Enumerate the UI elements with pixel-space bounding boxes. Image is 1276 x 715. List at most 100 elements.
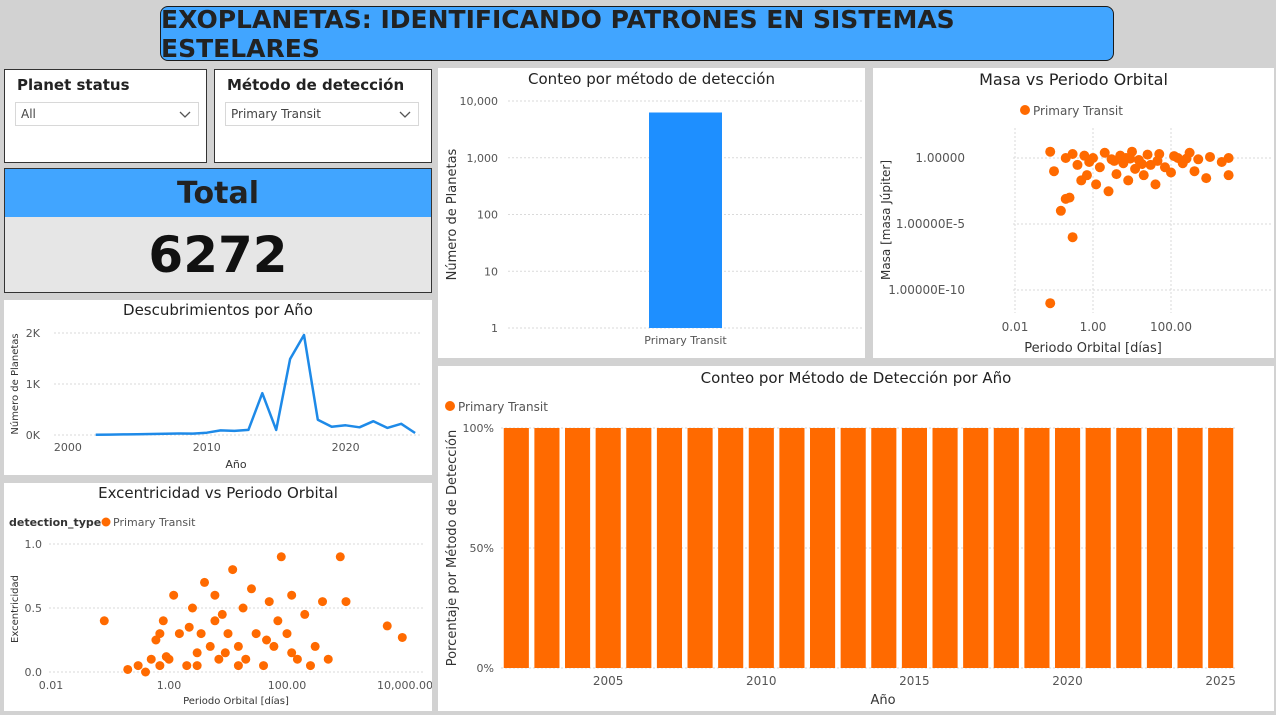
excentricidad-panel: Excentricidad vs Periodo Orbital 1.0 0.5 0… <box>4 483 432 711</box>
data-point <box>1150 179 1161 190</box>
data-point <box>238 603 248 613</box>
bar <box>1116 428 1142 668</box>
chevron-down-icon <box>179 111 191 118</box>
data-point <box>217 609 227 619</box>
data-point <box>210 616 220 626</box>
data-point <box>323 654 333 664</box>
legend-title: detection_type <box>9 516 101 529</box>
data-point <box>1205 151 1215 162</box>
data-point <box>1072 159 1083 170</box>
data-point <box>1045 298 1056 309</box>
data-point <box>382 621 392 631</box>
data-point <box>133 661 143 671</box>
legend-label: Primary Transit <box>113 516 196 529</box>
data-point <box>158 616 168 626</box>
data-point <box>259 661 269 671</box>
metodo-dropdown[interactable]: Primary Transit <box>225 102 419 126</box>
y-axis-label: Número de Planetas <box>445 148 460 280</box>
data-point <box>1091 179 1102 190</box>
data-point <box>123 664 133 674</box>
planet-status-slicer: Planet status All <box>4 69 207 163</box>
data-point <box>1088 153 1098 163</box>
y-axis-label: Número de Planetas <box>9 333 21 434</box>
x-tick-label: 0.01 <box>39 679 64 692</box>
x-tick-label: 1.00 <box>157 679 182 692</box>
data-point <box>99 616 109 626</box>
bar <box>1085 428 1111 668</box>
x-tick-label: 1.00 <box>1080 320 1107 334</box>
data-point <box>1142 149 1153 160</box>
y-tick-label: 10 <box>484 265 498 278</box>
x-tick-label: Primary Transit <box>644 334 727 347</box>
x-tick-label: 0.01 <box>1002 320 1029 334</box>
x-axis-label: Periodo Orbital [días] <box>1024 341 1162 356</box>
bar <box>503 428 529 668</box>
bar <box>901 428 927 668</box>
data-point <box>251 629 261 639</box>
data-point <box>310 641 320 651</box>
data-point <box>300 609 310 619</box>
data-point <box>184 622 194 632</box>
bar <box>1055 428 1081 668</box>
data-point <box>182 661 192 671</box>
x-tick-label: 2010 <box>746 674 777 688</box>
x-tick-label: 100.00 <box>1150 320 1192 334</box>
data-point <box>192 648 202 658</box>
data-point <box>1094 162 1105 173</box>
conteo-panel: Conteo por método de detección 10,000 1,0… <box>438 68 865 358</box>
y-tick-label: 100 <box>477 209 498 222</box>
y-axis-label: Excentricidad <box>10 575 21 643</box>
bar <box>1177 428 1203 668</box>
descubrimientos-chart: 0K 1K 2K 2000 2010 2020 Año Número de Planetas <box>9 327 422 471</box>
data-point <box>305 661 315 671</box>
legend-marker <box>445 401 455 411</box>
data-point <box>1067 149 1078 160</box>
bar <box>718 428 744 668</box>
data-point <box>196 629 206 639</box>
conteo-anio-chart: 100% 50% 0% 2005 2010 2015 2020 2025 Primary Tra… <box>445 400 1236 708</box>
y-tick-label: 0K <box>26 429 41 442</box>
metodo-label: Método de detección <box>227 76 405 94</box>
y-tick-label: 2K <box>26 327 41 340</box>
bar <box>840 428 866 668</box>
data-point <box>276 552 286 562</box>
data-point <box>1045 146 1056 157</box>
bar <box>595 428 621 668</box>
conteo-anio-title: Conteo por Método de Detección por Año <box>700 369 1012 387</box>
data-point <box>262 635 272 645</box>
data-point <box>200 577 210 587</box>
data-point <box>1103 186 1114 197</box>
bar <box>534 428 560 668</box>
planet-status-dropdown[interactable]: All <box>15 102 199 126</box>
data-point <box>192 661 202 671</box>
data-point <box>292 654 302 664</box>
data-point <box>1189 166 1200 177</box>
bar <box>1024 428 1050 668</box>
x-tick-label: 10,000.00 <box>377 679 432 692</box>
data-point <box>1109 155 1120 166</box>
bar <box>963 428 989 668</box>
conteo-chart: 10,000 1,000 100 10 1 Primary Transit Número d… <box>445 95 863 347</box>
data-point <box>220 648 230 658</box>
data-point <box>233 641 243 651</box>
data-point <box>155 661 165 671</box>
bar <box>993 428 1019 668</box>
descubrimientos-title: Descubrimientos por Año <box>123 301 313 319</box>
data-point <box>318 597 328 607</box>
masa-panel: Masa vs Periodo Orbital 0.01 1.00 100.00 1.… <box>873 68 1274 358</box>
chevron-down-icon <box>399 111 411 118</box>
data-point <box>1136 159 1147 170</box>
data-point <box>1081 170 1092 181</box>
data-point <box>141 667 151 677</box>
y-tick-label: 1.00000 <box>915 151 965 165</box>
bar <box>779 428 805 668</box>
data-point <box>273 616 283 626</box>
x-axis-label: Periodo Orbital [días] <box>183 695 289 707</box>
y-tick-label: 0% <box>477 662 494 675</box>
metodo-value: Primary Transit <box>231 107 321 121</box>
y-tick-label: 10,000 <box>460 95 499 108</box>
total-card-title: Total <box>5 169 431 217</box>
data-point <box>1181 153 1192 164</box>
legend-marker <box>101 517 111 527</box>
data-point <box>1201 173 1212 184</box>
